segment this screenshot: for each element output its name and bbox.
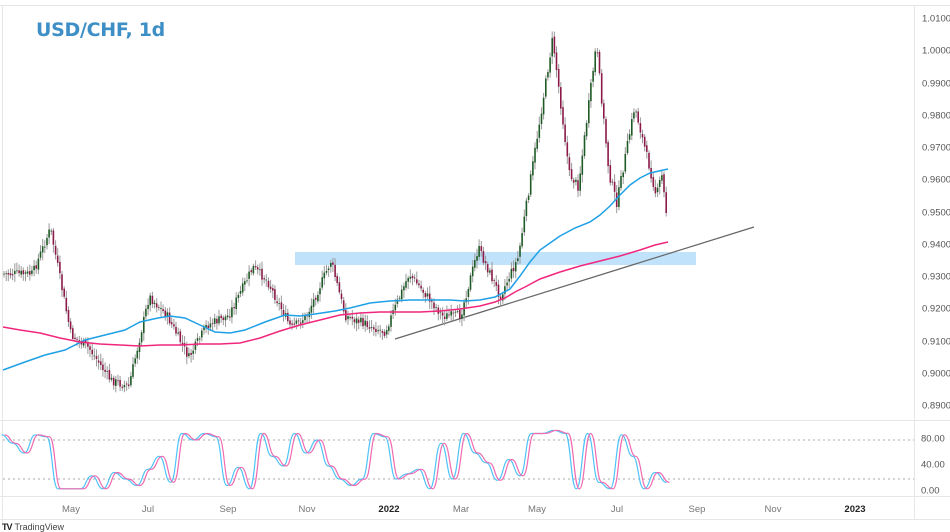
- time-tick-label: Jul: [610, 504, 624, 515]
- time-tick-label: 2023: [844, 504, 866, 515]
- price-tick-label: 0.89000: [922, 400, 950, 412]
- stochastic-levels: [3, 439, 914, 480]
- stochastic-tick-label: 0.00: [921, 485, 940, 497]
- time-tick-label: May: [528, 504, 546, 515]
- brand-name: TradingView: [14, 522, 65, 532]
- time-tick-label: Sep: [688, 504, 706, 515]
- panel-borders: [0, 5, 950, 527]
- stochastic-tick-label: 80.00: [921, 433, 945, 445]
- candlesticks: [3, 31, 667, 393]
- time-tick-label: May: [62, 504, 80, 515]
- time-tick-label: Mar: [452, 504, 470, 515]
- tradingview-brand: TV TradingView: [2, 522, 64, 532]
- support-zone: [295, 252, 696, 265]
- time-tick-label: Jul: [141, 504, 155, 515]
- stochastic-tick-label: 40.00: [921, 459, 945, 471]
- time-tick-label: Nov: [764, 504, 782, 515]
- chart-title: USD/CHF, 1d: [36, 19, 165, 41]
- time-tick-label: Nov: [298, 504, 316, 515]
- tradingview-logo-icon: TV: [2, 522, 12, 532]
- moving-averages: [2, 168, 669, 371]
- trendline[interactable]: [394, 226, 755, 340]
- time-tick-label: Sep: [219, 504, 237, 515]
- stochastic-lines: [1, 429, 670, 490]
- time-tick-label: 2022: [378, 504, 400, 515]
- price-tick-label: 1.01000: [922, 13, 950, 25]
